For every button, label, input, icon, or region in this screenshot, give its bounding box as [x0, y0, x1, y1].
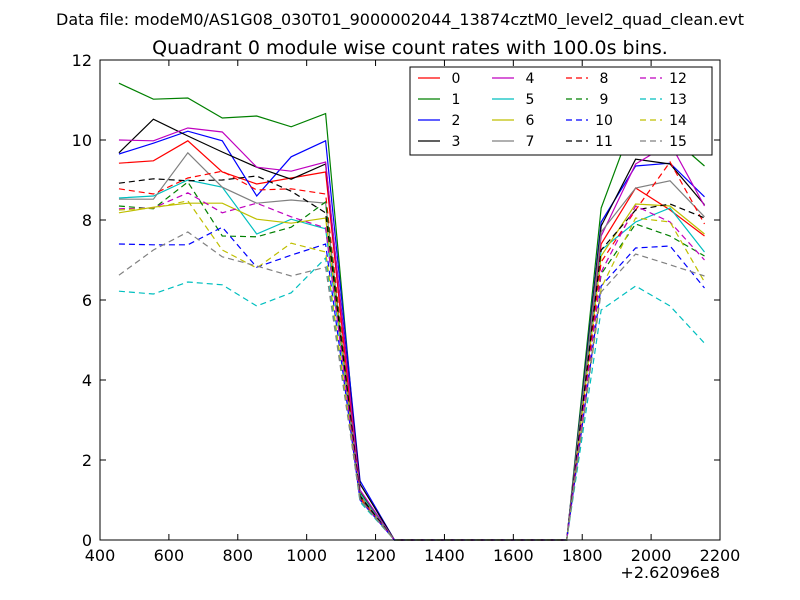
- series-line-2: [118, 130, 705, 541]
- x-tick-label: 400: [85, 546, 116, 565]
- legend-label-7: 7: [526, 134, 535, 150]
- legend-label-5: 5: [526, 92, 535, 108]
- axis-ticks-group: 400 600 800 1000 1200 1400 1600 1800 2000 2200 0 2 4…: [72, 51, 741, 565]
- x-tick-label: 2000: [631, 546, 672, 565]
- legend-label-6: 6: [526, 113, 535, 129]
- series-line-13: [118, 256, 705, 541]
- x-tick-label: 2200: [700, 546, 741, 565]
- chart-title: Quadrant 0 module wise count rates with …: [152, 37, 668, 59]
- series-line-5: [118, 179, 705, 541]
- legend-label-12: 12: [669, 71, 687, 87]
- y-tick-label: 6: [82, 291, 92, 310]
- legend-label-11: 11: [595, 134, 613, 150]
- figure-suptitle: Data file: modeM0/AS1G08_030T01_90000020…: [56, 10, 744, 30]
- series-line-15: [118, 231, 705, 541]
- series-line-3: [118, 118, 705, 541]
- series-line-0: [118, 140, 705, 541]
- y-tick-label: 10: [72, 131, 92, 150]
- y-tick-label: 4: [82, 371, 92, 390]
- legend-label-9: 9: [600, 92, 609, 108]
- x-tick-label: 1600: [493, 546, 534, 565]
- legend-label-8: 8: [600, 71, 609, 87]
- y-tick-label: 2: [82, 451, 92, 470]
- legend-label-4: 4: [526, 71, 535, 87]
- x-tick-label: 1400: [424, 546, 465, 565]
- y-tick-label: 12: [72, 51, 92, 70]
- series-line-12: [118, 192, 705, 541]
- legend-label-10: 10: [595, 113, 613, 129]
- series-line-9: [118, 181, 705, 541]
- x-tick-label: 1800: [562, 546, 603, 565]
- y-tick-label: 8: [82, 211, 92, 230]
- legend-label-0: 0: [452, 71, 461, 87]
- x-tick-label: 1000: [286, 546, 327, 565]
- x-axis-offset-label: +2.62096e8: [620, 563, 720, 582]
- legend-label-13: 13: [669, 92, 687, 108]
- legend-label-14: 14: [669, 113, 687, 129]
- y-tick-label: 0: [82, 531, 92, 550]
- legend-label-15: 15: [669, 134, 687, 150]
- series-line-6: [118, 202, 705, 541]
- legend-label-2: 2: [452, 113, 461, 129]
- legend-box: [409, 66, 713, 156]
- legend-label-3: 3: [452, 134, 461, 150]
- x-tick-label: 600: [154, 546, 185, 565]
- x-tick-label: 1200: [355, 546, 396, 565]
- series-line-11: [118, 175, 705, 541]
- legend-label-1: 1: [452, 92, 461, 108]
- series-line-4: [118, 127, 706, 541]
- x-tick-label: 800: [223, 546, 254, 565]
